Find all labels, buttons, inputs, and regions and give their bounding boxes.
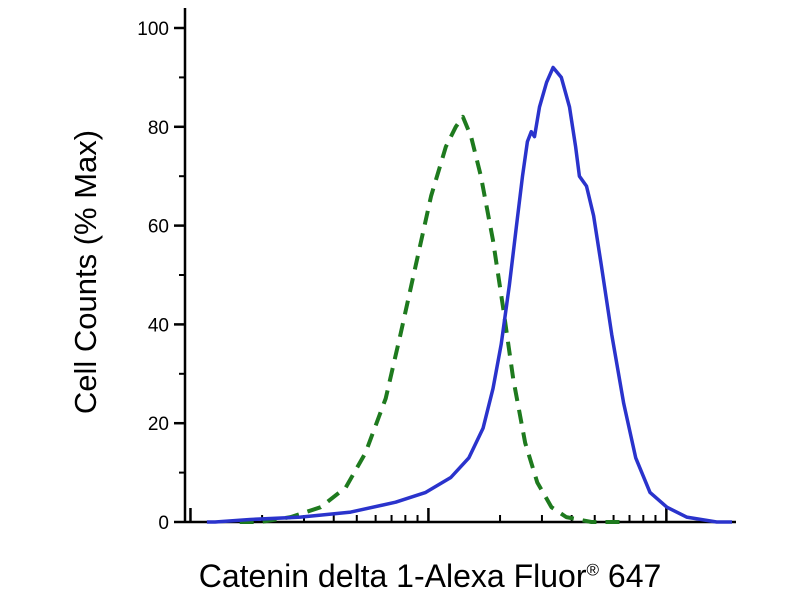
curve-catenin-delta-1-solid-blue bbox=[206, 65, 732, 524]
x-axis-label-main: Catenin delta 1-Alexa Fluor bbox=[198, 558, 587, 594]
y-axis-label: Cell Counts (% Max) bbox=[68, 129, 103, 415]
y-tick-label: 80 bbox=[148, 118, 169, 139]
y-tick-label: 20 bbox=[148, 414, 169, 435]
y-tick-label: 40 bbox=[148, 315, 169, 336]
x-axis-label-end: 647 bbox=[599, 558, 662, 594]
y-tick-label: 0 bbox=[158, 513, 169, 534]
registered-trademark-icon: ® bbox=[586, 560, 599, 580]
x-axis-label: Catenin delta 1-Alexa Fluor® 647 bbox=[60, 558, 800, 595]
curve-control-dashed-green bbox=[239, 114, 623, 524]
y-tick-label: 60 bbox=[148, 217, 169, 238]
y-tick-label: 100 bbox=[137, 19, 169, 40]
